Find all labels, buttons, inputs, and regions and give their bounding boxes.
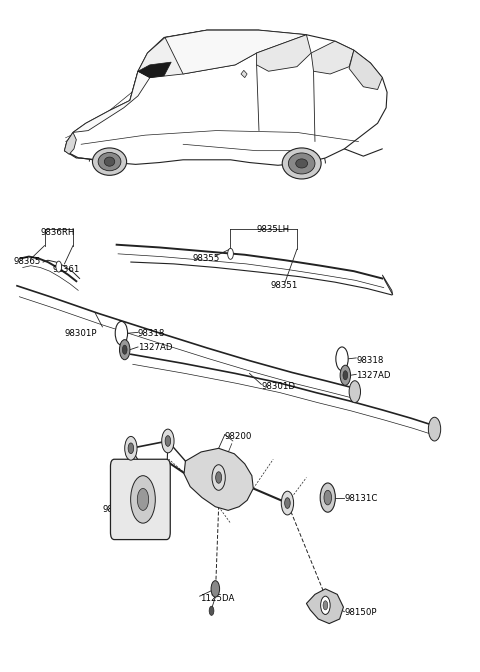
Ellipse shape	[93, 148, 127, 175]
Circle shape	[281, 491, 294, 515]
Text: 98355: 98355	[192, 254, 220, 263]
Text: 98150P: 98150P	[344, 608, 377, 617]
Text: 98318: 98318	[138, 329, 166, 338]
Circle shape	[323, 601, 328, 610]
Ellipse shape	[282, 148, 321, 179]
Polygon shape	[165, 30, 306, 74]
Polygon shape	[138, 30, 259, 78]
Circle shape	[320, 483, 336, 512]
Circle shape	[131, 476, 156, 523]
Polygon shape	[73, 71, 150, 132]
Circle shape	[165, 435, 171, 446]
Circle shape	[428, 417, 441, 441]
Text: 98301D: 98301D	[261, 382, 295, 390]
Circle shape	[321, 596, 330, 614]
Text: 1327AD: 1327AD	[356, 371, 391, 380]
Text: 98131C: 98131C	[344, 494, 378, 503]
Text: 98301P: 98301P	[64, 329, 97, 338]
FancyBboxPatch shape	[110, 459, 170, 540]
Circle shape	[128, 443, 133, 454]
Circle shape	[120, 339, 130, 360]
Circle shape	[228, 249, 233, 259]
Ellipse shape	[296, 159, 308, 168]
Circle shape	[162, 429, 174, 453]
Polygon shape	[383, 275, 393, 295]
Polygon shape	[64, 30, 387, 165]
Circle shape	[115, 321, 128, 345]
Circle shape	[336, 347, 348, 371]
Polygon shape	[306, 589, 343, 624]
Text: 98361: 98361	[53, 265, 80, 274]
Text: 98318: 98318	[356, 356, 384, 365]
Text: 9835LH: 9835LH	[257, 224, 290, 234]
Circle shape	[137, 489, 149, 510]
Circle shape	[216, 472, 222, 483]
Polygon shape	[241, 71, 247, 78]
Text: 98100: 98100	[102, 505, 130, 514]
Circle shape	[349, 381, 360, 403]
Circle shape	[125, 436, 137, 460]
Text: 98351: 98351	[271, 282, 298, 290]
Polygon shape	[138, 62, 171, 78]
Polygon shape	[311, 41, 354, 74]
Text: 1125DA: 1125DA	[200, 593, 234, 603]
Circle shape	[209, 606, 214, 616]
Polygon shape	[349, 50, 383, 89]
Circle shape	[122, 345, 127, 354]
Circle shape	[212, 465, 225, 491]
Circle shape	[211, 581, 219, 597]
Text: 9836RH: 9836RH	[41, 228, 75, 237]
Polygon shape	[64, 132, 76, 155]
Circle shape	[285, 498, 290, 509]
Polygon shape	[257, 35, 311, 71]
Circle shape	[324, 491, 332, 505]
Circle shape	[56, 261, 61, 272]
Polygon shape	[184, 448, 253, 510]
Ellipse shape	[98, 153, 121, 171]
Text: 98200: 98200	[225, 432, 252, 441]
Text: 98365: 98365	[13, 257, 41, 265]
Text: 1327AD: 1327AD	[138, 343, 172, 352]
Ellipse shape	[288, 153, 315, 174]
Ellipse shape	[104, 157, 115, 166]
Circle shape	[343, 371, 348, 380]
Circle shape	[340, 365, 350, 385]
